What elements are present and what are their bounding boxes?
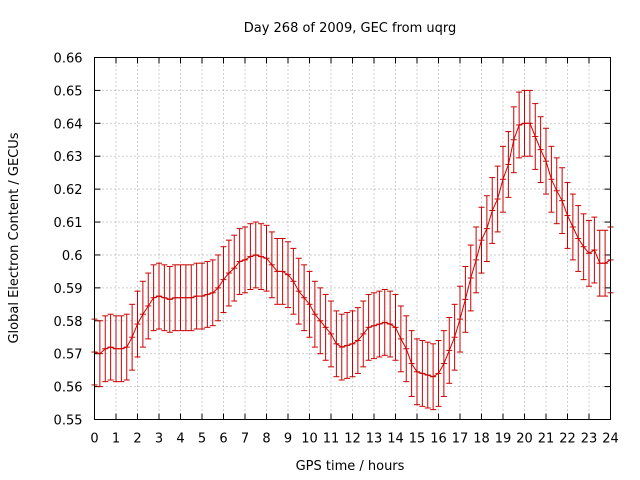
x-tick-label: 8 bbox=[262, 432, 270, 447]
x-tick-label: 24 bbox=[602, 432, 619, 447]
x-tick-label: 11 bbox=[323, 432, 340, 447]
x-tick-label: 17 bbox=[452, 432, 469, 447]
x-tick-label: 14 bbox=[387, 432, 404, 447]
x-tick-label: 4 bbox=[176, 432, 184, 447]
x-tick-label: 13 bbox=[366, 432, 383, 447]
x-tick-label: 5 bbox=[198, 432, 206, 447]
y-tick-label: 0.56 bbox=[54, 381, 83, 396]
y-tick-label: 0.59 bbox=[54, 282, 83, 297]
x-tick-label: 15 bbox=[409, 432, 426, 447]
x-tick-label: 10 bbox=[301, 432, 318, 447]
x-tick-label: 2 bbox=[133, 432, 141, 447]
x-tick-label: 22 bbox=[559, 432, 576, 447]
y-tick-label: 0.55 bbox=[54, 414, 83, 429]
chart-title: Day 268 of 2009, GEC from uqrg bbox=[244, 21, 457, 36]
x-tick-label: 21 bbox=[538, 432, 555, 447]
series-line bbox=[94, 122, 611, 378]
y-tick-label: 0.63 bbox=[54, 150, 83, 165]
x-tick-label: 6 bbox=[219, 432, 227, 447]
y-tick-label: 0.66 bbox=[54, 52, 83, 67]
y-tick-label: 0.57 bbox=[54, 348, 83, 363]
plot-frame bbox=[94, 57, 611, 420]
x-tick-label: 18 bbox=[473, 432, 490, 447]
x-tick-label: 23 bbox=[581, 432, 598, 447]
y-tick-label: 0.61 bbox=[54, 216, 83, 231]
axis-ticks bbox=[94, 57, 611, 420]
x-tick-label: 9 bbox=[284, 432, 292, 447]
x-tick-label: 7 bbox=[241, 432, 249, 447]
x-tick-label: 12 bbox=[344, 432, 361, 447]
y-tick-label: 0.58 bbox=[54, 315, 83, 330]
y-tick-label: 0.65 bbox=[54, 84, 83, 99]
series-lines bbox=[94, 122, 611, 378]
x-tick-label: 20 bbox=[516, 432, 533, 447]
y-tick-label: 0.6 bbox=[62, 249, 83, 264]
tick-labels: 0 1 2 3 4 5 6 7 8 9 10 11 12 13 14 15 16 17 18 19 20 21 22 23 24… bbox=[54, 52, 619, 447]
x-tick-label: 16 bbox=[430, 432, 447, 447]
y-tick-label: 0.62 bbox=[54, 183, 83, 198]
x-tick-label: 1 bbox=[112, 432, 120, 447]
y-tick-label: 0.64 bbox=[54, 117, 83, 132]
x-tick-label: 3 bbox=[155, 432, 163, 447]
x-tick-label: 19 bbox=[495, 432, 512, 447]
x-tick-label: 0 bbox=[90, 432, 98, 447]
y-axis-title: Global Electron Content / GECUs bbox=[7, 132, 22, 343]
x-axis-title: GPS time / hours bbox=[296, 459, 405, 474]
